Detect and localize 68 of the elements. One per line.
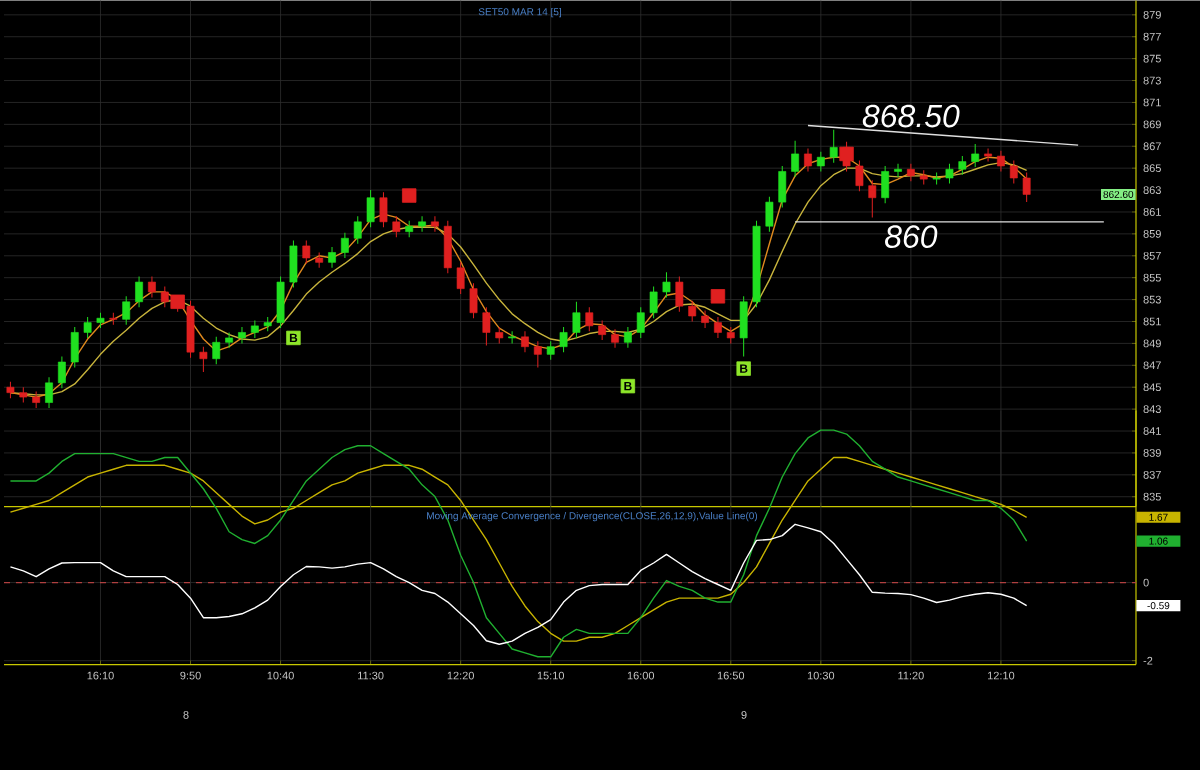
candlestick [559,326,568,353]
candlestick [122,295,131,325]
candlestick [289,239,298,288]
candlestick [598,319,607,341]
candlestick [83,316,92,339]
candlestick [829,129,838,163]
candlestick [546,340,555,361]
candlestick [533,340,542,368]
candlestick [791,140,800,178]
candlestick [148,275,156,298]
candlestick [379,191,388,228]
candlestick [984,147,992,162]
candlestick [778,165,787,208]
candlestick [714,316,722,339]
candlestick [739,295,748,357]
candlestick [57,355,66,389]
candlestick [212,336,221,365]
candlestick [675,275,684,312]
candlestick [443,219,452,274]
candlestick [1022,171,1031,203]
candlestick [816,150,825,172]
candlestick [521,330,529,353]
candlestick [971,143,980,168]
candlestick [276,275,285,329]
candlestick [1009,159,1018,184]
candlestick [894,163,902,178]
candlestick [456,261,465,295]
candlestick [572,301,581,339]
candlestick [611,328,619,348]
candlestick [958,155,967,175]
annotation: 868.50 [862,104,960,128]
candlestick [997,149,1005,172]
candlestick [366,189,375,228]
candlestick [328,246,336,269]
candlestick [70,326,79,368]
candlestick [199,345,208,373]
candlestick [855,159,864,192]
candlestick [508,330,517,344]
candlestick [45,376,53,409]
point [402,188,417,203]
point [839,146,854,161]
candlestick [585,306,594,332]
candlestick [649,285,658,319]
candlestick [906,163,915,182]
candlestick [623,326,632,348]
candlestick [881,165,890,204]
candlestick [135,275,143,308]
candlestick [392,215,401,238]
candlestick [765,195,774,232]
candlestick [688,299,697,322]
candlestick [340,232,349,259]
candlestick [804,147,812,172]
candlestick [868,179,877,218]
candlestick [662,271,671,298]
candlestick [353,215,362,244]
point [710,288,726,304]
candlestick [238,326,246,344]
candlestick [701,309,709,329]
candlestick [225,331,234,348]
candlestick [469,282,478,319]
annotation: 860 [885,225,938,248]
candlestick [302,239,311,264]
candlestick [945,163,954,184]
candlestick [636,306,645,339]
candlestick [418,215,426,232]
point [170,294,185,309]
candlestick [431,215,439,232]
candlestick [482,306,491,346]
